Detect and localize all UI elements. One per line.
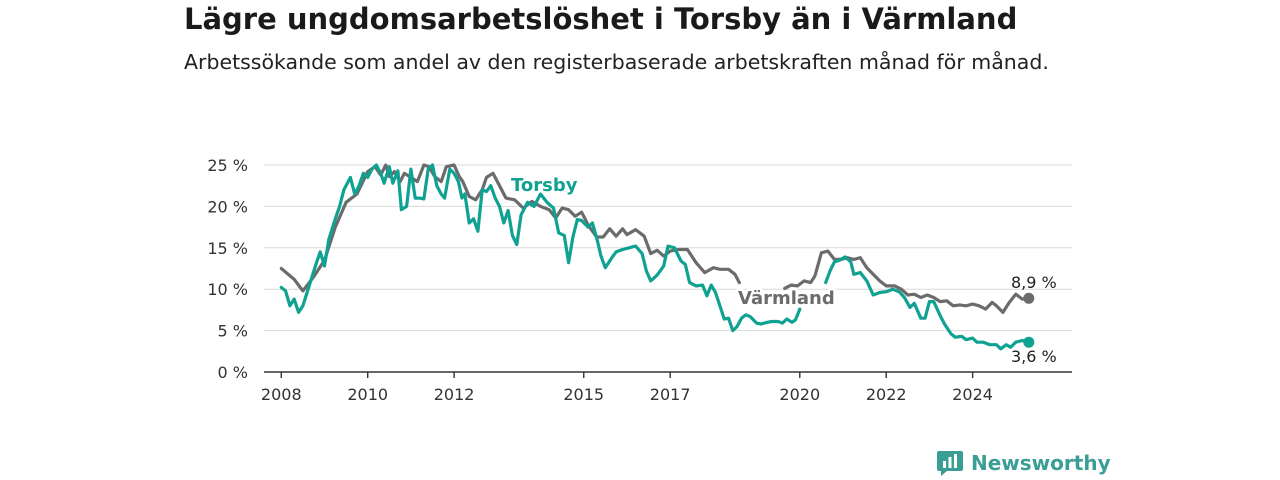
x-tick-label: 2012 [434,385,475,404]
x-tick-label: 2020 [779,385,820,404]
x-tick-label: 2015 [563,385,604,404]
series-line-värmland [783,249,1031,314]
newsworthy-logo: Newsworthy [937,449,1111,477]
chart-title: Lägre ungdomsarbetslöshet i Torsby än i … [184,2,1018,36]
end-point-torsby [1023,336,1035,348]
bar-chart-icon [937,451,963,476]
y-tick-label: 25 % [207,156,248,175]
y-tick-label: 0 % [218,363,248,382]
x-tick-label: 2022 [866,385,907,404]
series-label-torsby: Torsby [511,175,578,196]
series-lines [279,163,1035,351]
y-tick-label: 20 % [207,197,248,216]
y-tick-label: 10 % [207,280,248,299]
end-value-label-torsby: 3,6 % [1011,347,1057,366]
series-line-värmland [279,163,741,293]
end-point-värmland [1023,292,1035,304]
grid-lines [264,164,1072,373]
series-line-torsby [279,163,802,333]
x-tick-label: 2017 [650,385,691,404]
x-tick-label: 2008 [261,385,302,404]
x-tick-label: 2010 [347,385,388,404]
series-line-torsby [824,255,1031,351]
x-tick-label: 2024 [952,385,993,404]
series-label-torsby-halo: Torsby [511,175,578,196]
y-tick-label: 5 % [218,322,248,341]
brand-name: Newsworthy [971,451,1111,475]
y-tick-label: 15 % [207,239,248,258]
chart-subtitle: Arbetssökande som andel av den registerb… [184,50,1049,74]
y-axis-ticks: 0 % 5 % 10 % 15 % 20 % 25 % [207,156,248,382]
x-axis-ticks: 2008 2010 2012 2015 2017 2020 2022 2024 [261,372,993,404]
series-label-varmland-halo: Värmland [738,288,835,309]
series-label-varmland: Värmland [738,288,835,309]
end-value-label-varmland: 8,9 % [1011,273,1057,292]
